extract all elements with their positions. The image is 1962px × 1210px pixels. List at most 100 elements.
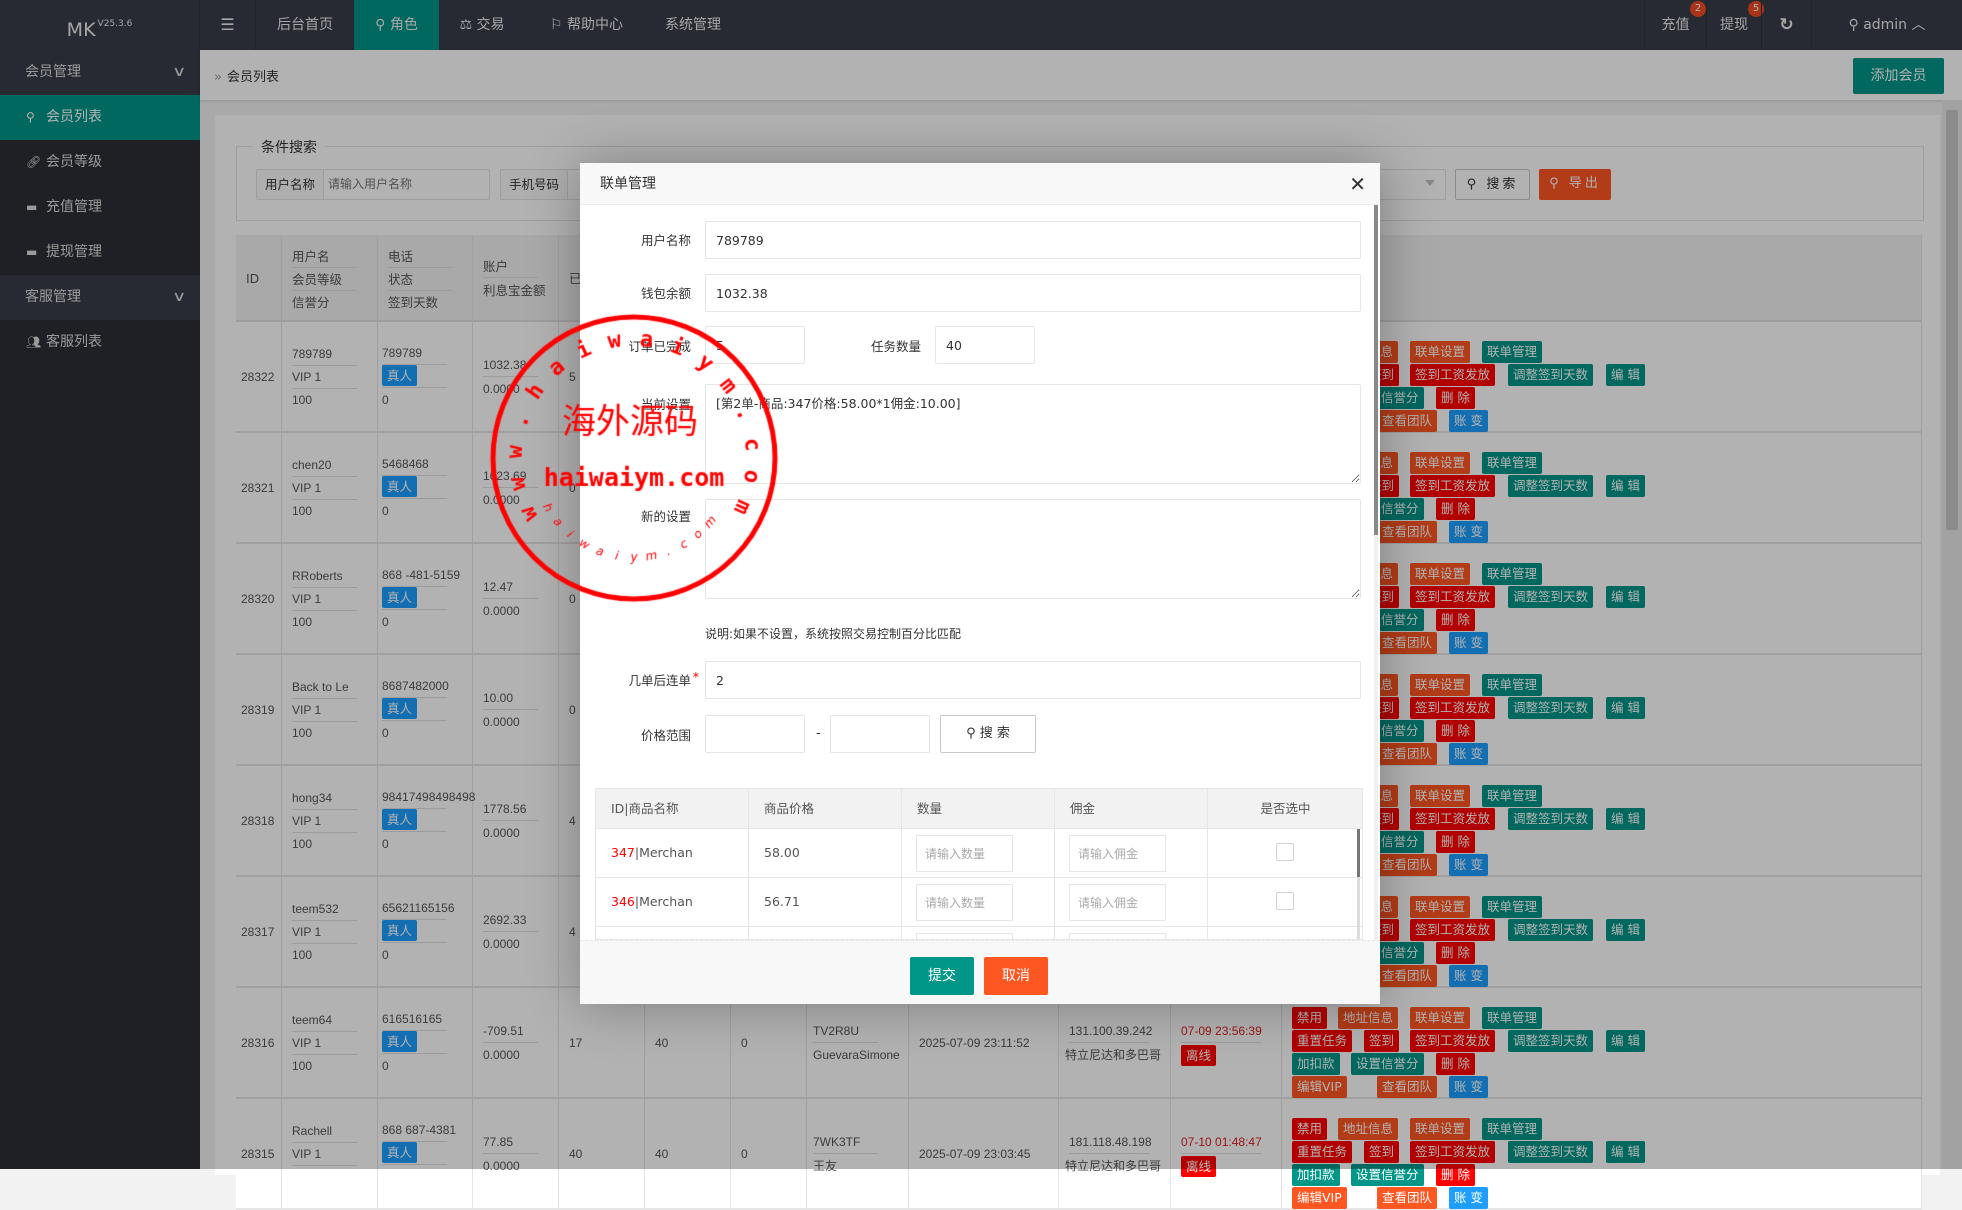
action-button[interactable]: 删 除	[1436, 498, 1475, 520]
quantity-input[interactable]	[916, 835, 1013, 872]
action-button[interactable]: 查看团队	[1377, 854, 1438, 876]
action-button[interactable]: 账 变	[1449, 521, 1488, 543]
nav-trade[interactable]: ⚖ 交易	[439, 0, 525, 50]
action-button[interactable]: 编 辑	[1606, 1030, 1645, 1052]
action-button[interactable]: 设置信誉分	[1351, 1053, 1424, 1075]
nav-home[interactable]: 后台首页	[256, 0, 354, 50]
action-button[interactable]: 调整签到天数	[1508, 1030, 1594, 1052]
action-button[interactable]: 联单管理	[1482, 1118, 1543, 1140]
action-button[interactable]: 编 辑	[1606, 808, 1645, 830]
action-button[interactable]: 编 辑	[1606, 919, 1645, 941]
action-button[interactable]: 禁用	[1292, 1007, 1328, 1029]
nav-system[interactable]: 系统管理	[648, 0, 738, 50]
page-scrollbar[interactable]	[1942, 100, 1962, 1169]
sidebar-group-member[interactable]: 会员管理 ∨	[0, 50, 200, 95]
action-button[interactable]: 删 除	[1436, 609, 1475, 631]
username-search-input[interactable]	[320, 170, 490, 199]
action-button[interactable]: 签到工资发放	[1410, 1030, 1496, 1052]
action-button[interactable]: 账 变	[1449, 965, 1488, 987]
price-max-field[interactable]	[830, 715, 930, 753]
task-count-field[interactable]	[935, 326, 1035, 364]
search-button[interactable]: ⚲ 搜索	[1455, 169, 1530, 200]
action-button[interactable]: 查看团队	[1377, 1076, 1438, 1098]
action-button[interactable]: 调整签到天数	[1508, 808, 1594, 830]
scrollbar-thumb[interactable]	[1946, 110, 1958, 530]
sidebar-item-member-level[interactable]: 🔗︎ 会员等级	[0, 140, 200, 185]
recharge-link[interactable]: 充值 2	[1644, 0, 1706, 50]
nav-help[interactable]: ⚐ 帮助中心	[525, 0, 648, 50]
action-button[interactable]: 编辑VIP	[1292, 1187, 1347, 1209]
action-button[interactable]: 联单管理	[1482, 1007, 1543, 1029]
action-button[interactable]: 联单设置	[1410, 1118, 1471, 1140]
commission-input[interactable]	[1069, 835, 1166, 872]
action-button[interactable]: 联单设置	[1410, 785, 1471, 807]
action-button[interactable]: 联单设置	[1410, 341, 1471, 363]
scrollbar-thumb[interactable]	[1374, 205, 1378, 535]
action-button[interactable]: 账 变	[1449, 1187, 1488, 1209]
scrollbar-thumb[interactable]	[1357, 829, 1360, 877]
action-button[interactable]: 查看团队	[1377, 1187, 1438, 1209]
action-button[interactable]: 查看团队	[1377, 743, 1438, 765]
quantity-input[interactable]	[916, 884, 1013, 921]
action-button[interactable]: 签到工资发放	[1410, 919, 1496, 941]
action-button[interactable]: 联单设置	[1410, 674, 1471, 696]
action-button[interactable]: 签到	[1364, 1030, 1400, 1052]
action-button[interactable]: 账 变	[1449, 854, 1488, 876]
action-button[interactable]: 加扣款	[1292, 1053, 1340, 1075]
export-button[interactable]: ⚲ 导出	[1539, 169, 1611, 200]
action-button[interactable]: 联单管理	[1482, 563, 1543, 585]
action-button[interactable]: 联单管理	[1482, 341, 1543, 363]
user-menu[interactable]: ⚲ admin ︿	[1811, 0, 1962, 50]
action-button[interactable]: 账 变	[1449, 1076, 1488, 1098]
nav-role[interactable]: ⚲ 角色	[354, 0, 439, 50]
sidebar-item-member-list[interactable]: ⚲ 会员列表	[0, 95, 200, 140]
action-button[interactable]: 编 辑	[1606, 697, 1645, 719]
action-button[interactable]: 地址信息	[1338, 1007, 1399, 1029]
action-button[interactable]: 调整签到天数	[1508, 364, 1594, 386]
goods-search-button[interactable]: ⚲ 搜 索	[940, 715, 1036, 753]
action-button[interactable]: 账 变	[1449, 743, 1488, 765]
action-button[interactable]: 调整签到天数	[1508, 919, 1594, 941]
action-button[interactable]: 联单设置	[1410, 1007, 1471, 1029]
action-button[interactable]: 联单管理	[1482, 452, 1543, 474]
action-button[interactable]: 账 变	[1449, 632, 1488, 654]
action-button[interactable]: 联单设置	[1410, 896, 1471, 918]
action-button[interactable]: 查看团队	[1377, 521, 1438, 543]
price-min-field[interactable]	[705, 715, 805, 753]
action-button[interactable]: 查看团队	[1377, 965, 1438, 987]
action-button[interactable]: 删 除	[1436, 387, 1475, 409]
after-field[interactable]	[705, 661, 1361, 699]
withdraw-link[interactable]: 提现 5	[1706, 0, 1764, 50]
action-button[interactable]: 重置任务	[1292, 1030, 1353, 1052]
action-button[interactable]: 重置任务	[1292, 1141, 1353, 1163]
action-button[interactable]: 编 辑	[1606, 475, 1645, 497]
action-button[interactable]: 编 辑	[1606, 586, 1645, 608]
action-button[interactable]: 联单管理	[1482, 674, 1543, 696]
action-button[interactable]: 联单管理	[1482, 785, 1543, 807]
completed-field[interactable]	[705, 326, 805, 364]
current-setting-textarea[interactable]: [第2单-商品:347价格:58.00*1佣金:10.00]	[705, 384, 1361, 484]
action-button[interactable]: 禁用	[1292, 1118, 1328, 1140]
action-button[interactable]: 调整签到天数	[1508, 1141, 1594, 1163]
breadcrumb-current[interactable]: 会员列表	[226, 70, 279, 85]
action-button[interactable]: 删 除	[1436, 720, 1475, 742]
action-button[interactable]: 签到工资发放	[1410, 808, 1496, 830]
action-button[interactable]: 联单管理	[1482, 896, 1543, 918]
action-button[interactable]: 签到工资发放	[1410, 697, 1496, 719]
action-button[interactable]: 地址信息	[1338, 1118, 1399, 1140]
action-button[interactable]: 账 变	[1449, 410, 1488, 432]
sidebar-group-service[interactable]: 客服管理 ∨	[0, 275, 200, 320]
refresh-icon[interactable]: ↻	[1761, 0, 1811, 50]
action-button[interactable]: 删 除	[1436, 942, 1475, 964]
cancel-button[interactable]: 取消	[984, 957, 1048, 995]
action-button[interactable]: 编 辑	[1606, 364, 1645, 386]
action-button[interactable]: 签到	[1364, 1141, 1400, 1163]
action-button[interactable]: 签到工资发放	[1410, 586, 1496, 608]
action-button[interactable]: 编辑VIP	[1292, 1076, 1347, 1098]
username-field[interactable]	[705, 221, 1361, 259]
action-button[interactable]: 联单设置	[1410, 563, 1471, 585]
modal-scrollbar[interactable]	[1374, 205, 1378, 940]
action-button[interactable]: 联单设置	[1410, 452, 1471, 474]
action-button[interactable]: 查看团队	[1377, 410, 1438, 432]
select-checkbox[interactable]	[1276, 843, 1294, 861]
